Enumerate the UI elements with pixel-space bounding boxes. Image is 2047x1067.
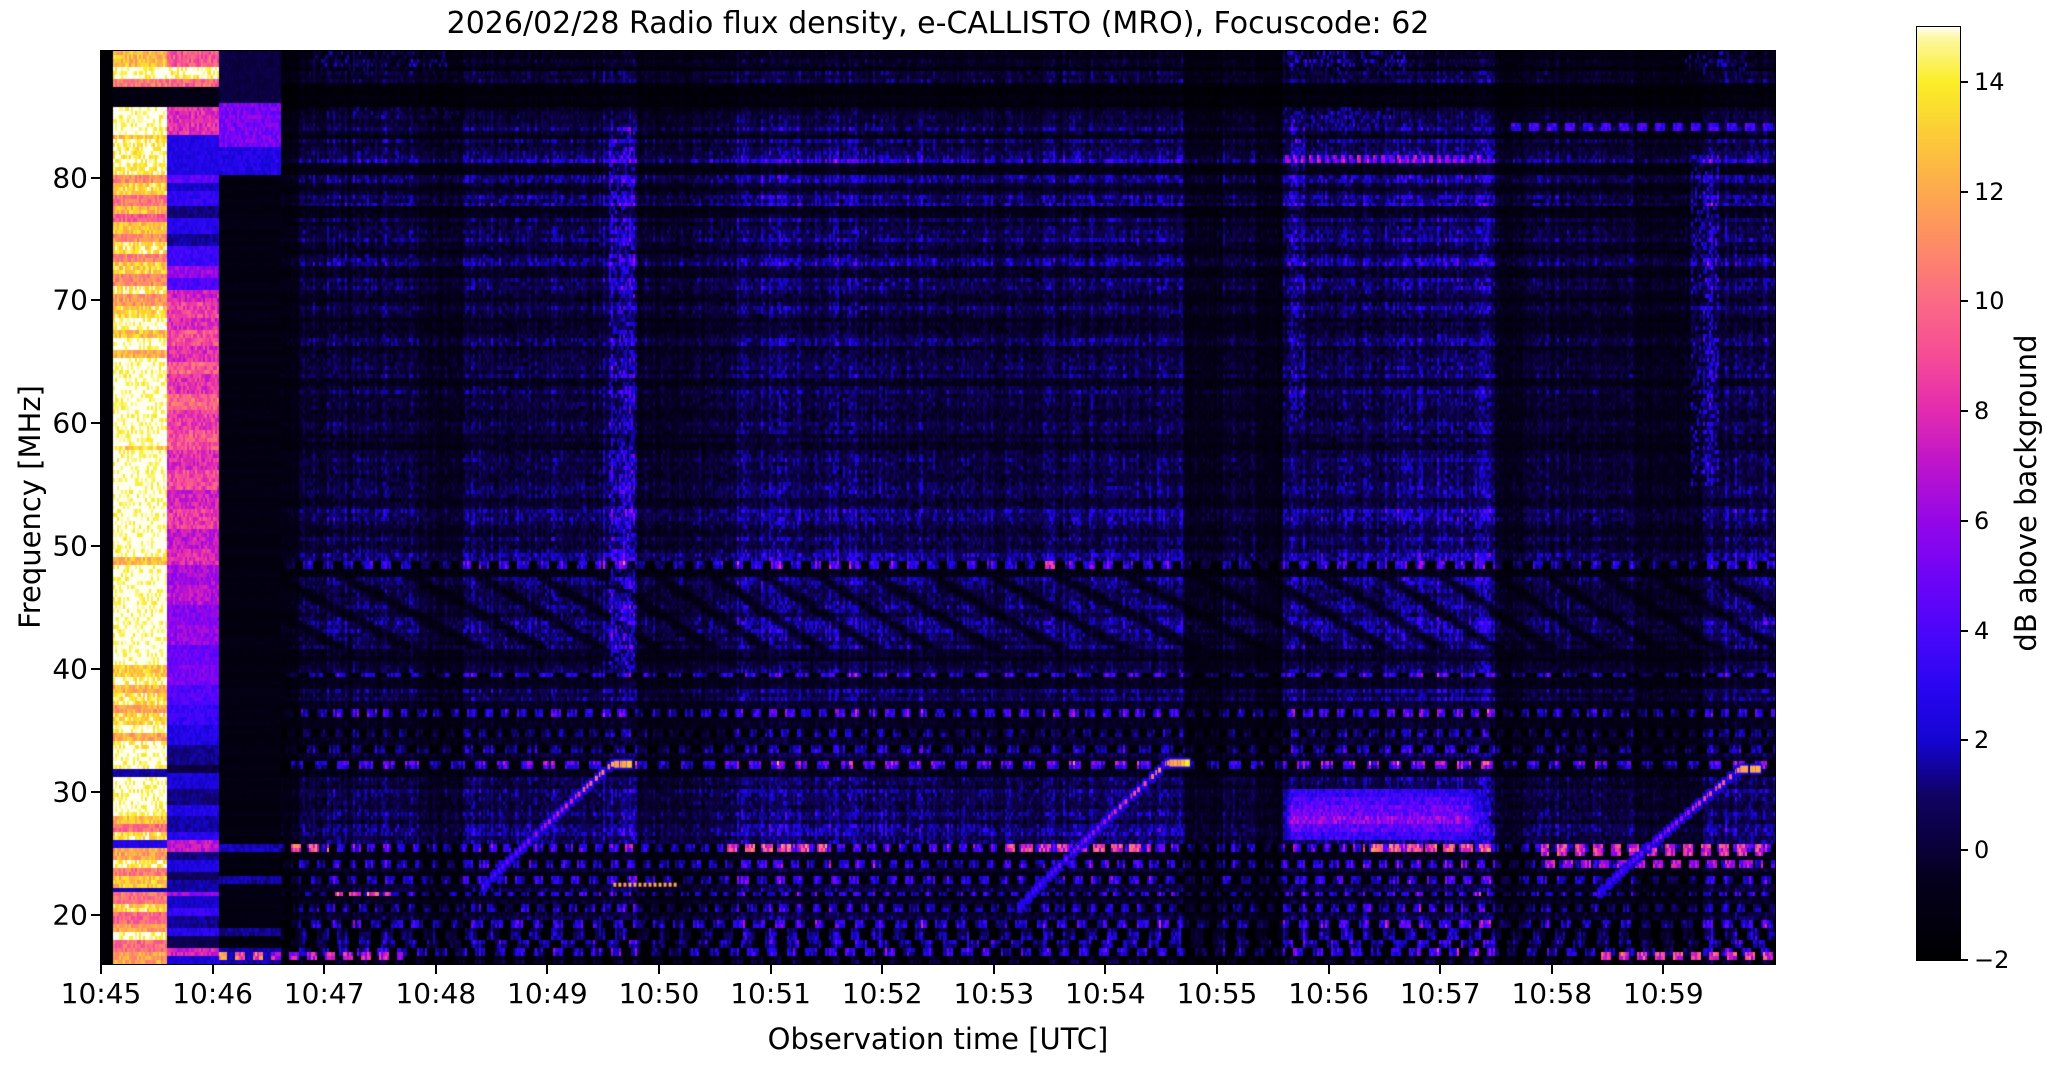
x-tick-label: 10:56 — [1288, 977, 1369, 1010]
x-tick-label: 10:52 — [841, 977, 923, 1010]
colorbar-tick-label: 12 — [1974, 177, 2005, 206]
x-tick-mark — [769, 964, 772, 974]
x-tick-mark — [658, 964, 660, 974]
colorbar-tick-mark — [1960, 190, 1968, 193]
y-tick-mark — [91, 668, 101, 671]
x-tick-label: 10:48 — [395, 977, 477, 1010]
colorbar-tick-label: 10 — [1974, 287, 2005, 316]
colorbar-tick-label: 8 — [1974, 397, 1990, 426]
spectrogram-image — [101, 51, 1775, 964]
x-tick-mark — [211, 964, 214, 974]
colorbar-tick-label: 14 — [1974, 67, 2005, 96]
colorbar-tick-mark — [1960, 80, 1968, 83]
colorbar-tick-label: 0 — [1974, 836, 1990, 865]
colorbar-tick-label: 6 — [1974, 506, 1990, 535]
x-tick-label: 10:46 — [172, 977, 253, 1010]
colorbar-tick-mark — [1960, 519, 1968, 522]
colorbar-tick-label: 4 — [1974, 616, 1990, 645]
x-tick-mark — [881, 964, 884, 974]
colorbar-tick-mark — [1960, 739, 1968, 742]
x-tick-label: 10:53 — [953, 977, 1035, 1010]
x-tick-label: 10:54 — [1065, 977, 1146, 1010]
x-tick-label: 10:57 — [1399, 977, 1481, 1010]
x-tick-label: 10:59 — [1623, 977, 1704, 1010]
colorbar-tick-label: 2 — [1974, 726, 1990, 755]
y-tick-mark — [91, 299, 101, 302]
x-tick-label: 10:47 — [283, 977, 365, 1010]
y-tick-mark — [91, 545, 101, 548]
y-tick-label: 30 — [52, 775, 88, 809]
plot-area — [100, 50, 1776, 965]
x-tick-mark — [1327, 964, 1330, 974]
colorbar-tick-mark — [1960, 410, 1968, 413]
y-tick-label: 80 — [52, 161, 88, 195]
colorbar-tick-mark — [1960, 629, 1968, 632]
x-tick-mark — [1439, 964, 1442, 974]
x-tick-mark — [1662, 964, 1665, 974]
x-tick-mark — [1550, 964, 1553, 974]
chart-title: 2026/02/28 Radio flux density, e-CALLIST… — [446, 6, 1430, 41]
x-tick-mark — [546, 964, 549, 974]
x-tick-mark — [1216, 964, 1218, 974]
colorbar-label: dB above background — [2009, 334, 2043, 652]
x-tick-label: 10:49 — [507, 977, 588, 1010]
x-tick-mark — [992, 964, 995, 974]
y-tick-label: 60 — [52, 406, 88, 440]
x-tick-mark — [100, 964, 102, 974]
x-tick-mark — [323, 964, 326, 974]
colorbar-tick-label: −2 — [1974, 946, 2010, 974]
colorbar-tick-mark — [1960, 959, 1968, 961]
y-tick-mark — [91, 176, 101, 179]
y-tick-label: 50 — [52, 529, 88, 563]
x-tick-label: 10:45 — [60, 977, 142, 1010]
colorbar-tick-mark — [1960, 300, 1968, 303]
y-axis-label: Frequency [MHz] — [13, 385, 47, 629]
x-tick-label: 10:58 — [1511, 977, 1593, 1010]
colorbar-gradient — [1917, 27, 1960, 960]
x-tick-label: 10:55 — [1176, 977, 1258, 1010]
y-tick-mark — [91, 913, 101, 916]
y-tick-mark — [91, 790, 101, 793]
x-tick-label: 10:51 — [730, 977, 811, 1010]
y-tick-label: 70 — [52, 283, 88, 317]
y-tick-label: 20 — [52, 898, 88, 932]
y-tick-label: 40 — [52, 652, 88, 686]
y-tick-mark — [91, 422, 101, 425]
colorbar-tick-mark — [1960, 849, 1968, 852]
colorbar — [1916, 26, 1961, 961]
x-tick-label: 10:50 — [618, 977, 700, 1010]
x-tick-mark — [434, 964, 437, 974]
x-tick-mark — [1104, 964, 1107, 974]
x-axis-label: Observation time [UTC] — [767, 1022, 1109, 1056]
